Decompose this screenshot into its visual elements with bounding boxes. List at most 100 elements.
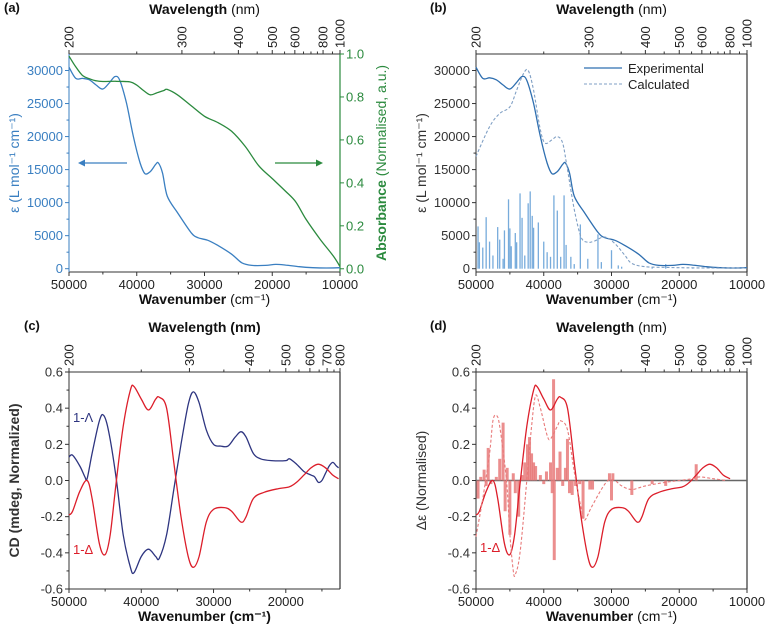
y-tick-label: 0.4 [452,401,470,416]
x2-tick-label: 200 [62,26,77,48]
rotatory-strength-bar [591,480,595,490]
x2-tick-label: 400 [638,26,653,48]
rotatory-strength-bar [513,480,517,494]
x2-tick-label: 1000 [740,337,755,366]
x2-tick-label: 1000 [740,19,755,48]
rotatory-strength-bar [607,473,611,481]
y-tick-label: 15000 [434,162,470,177]
y-axis-title: Δε (Normalised) [413,431,429,531]
y-tick-label: -0.2 [448,509,470,524]
x2-tick-label: 700 [320,344,335,366]
x-tick-label: 50000 [458,277,494,292]
x2-tick-label: 200 [62,344,77,366]
rotatory-strength-bar [561,480,565,486]
x-tick-label: 20000 [254,277,290,292]
rotatory-strength-bar [528,437,532,481]
rotatory-strength-bar [538,475,542,481]
x-axis-title: Wavenumber (cm⁻¹) [546,291,677,307]
x2-tick-label: 500 [672,26,687,48]
y2-tick-label: 0.2 [346,218,364,233]
x-tick-label: 20000 [268,594,304,609]
x2-tick-label: 300 [581,26,596,48]
x2-axis-title-unit: (nm) [634,1,667,17]
rotatory-strength-bar [558,451,562,481]
rotatory-strength-bar [550,480,554,494]
rotatory-strength-bar [563,467,567,481]
y2-tick-label: 0.0 [346,261,364,276]
x-tick-label: 30000 [186,277,222,292]
x2-tick-label: 500 [672,344,687,366]
arrow-right-head-icon [316,159,323,167]
y2-tick-label: 0.8 [346,89,364,104]
y-tick-label: 0.2 [452,437,470,452]
rotatory-strength-bar [484,480,488,486]
x-axis-title: Wavenumber (cm⁻¹) [139,291,270,307]
x-tick-label: 30000 [593,277,629,292]
x-tick-label: 30000 [593,594,629,609]
y-axis-title: ε (L mol⁻¹ cm⁻¹) [413,113,429,213]
y-tick-label: 20000 [27,129,63,144]
legend-label-experimental: Experimental [628,61,704,76]
y-tick-label: 0.6 [45,365,63,380]
y-tick-label: 25000 [27,96,63,111]
rotatory-strength-bar [664,480,668,486]
x-axis-title-main: Wavenumber [546,608,634,624]
y-tick-label: 0.4 [45,401,63,416]
series-line-Calculated [475,68,748,269]
rotatory-strength-bar [574,480,578,486]
legend-label-calculated: Calculated [628,77,689,92]
y2-tick-label: 1.0 [346,47,364,62]
rotatory-strength-bar [479,476,483,481]
y2-axis-title-main: Absorbance [373,180,389,261]
x-tick-label: 40000 [119,277,155,292]
series-line-1 [68,391,339,575]
rotatory-strength-bar [630,480,634,495]
y-tick-label: -0.2 [41,509,63,524]
y-tick-label: 0.0 [452,473,470,488]
rotatory-strength-bar [482,469,486,481]
series-line-eps [68,66,341,269]
x-tick-label: 50000 [458,594,494,609]
rotatory-strength-bar [511,473,515,481]
series-line-abs [68,55,341,267]
series-label-delta: 1-Δ [480,540,501,555]
x-tick-label: 20000 [661,277,697,292]
rotatory-strength-bar [508,480,512,535]
y-tick-label: 5000 [441,228,470,243]
x-tick-label: 40000 [526,277,562,292]
rotatory-strength-bar [650,480,654,485]
x-axis-title-main: Wavenumber (cm⁻¹) [138,608,271,624]
y-tick-label: 10000 [27,195,63,210]
y-axis-title: ε (L mol⁻¹ cm⁻¹) [6,113,22,213]
y-tick-label: 0 [56,261,63,276]
x-axis-title-main: Wavenumber [546,291,634,307]
x-tick-label: 20000 [661,594,697,609]
x2-axis-title: Wavelength (nm) [556,319,667,335]
y-tick-label: 0.0 [45,473,63,488]
rotatory-strength-bar [544,471,548,481]
rotatory-strength-bar [581,480,585,519]
x-tick-label: 50000 [51,594,87,609]
y-tick-label: 20000 [434,129,470,144]
x2-tick-label: 400 [231,26,246,48]
x-axis-title: Wavenumber (cm⁻¹) [546,608,677,624]
x2-tick-label: 200 [469,26,484,48]
x-tick-label: 40000 [123,594,159,609]
y-tick-label: 0.2 [45,437,63,452]
y-tick-label: 30000 [27,63,63,78]
y-tick-label: -0.4 [448,545,470,560]
y-tick-label: 5000 [34,228,63,243]
x2-tick-label: 1000 [333,19,348,48]
rotatory-strength-bar [588,480,592,490]
rotatory-strength-bar [611,473,615,481]
x2-tick-label: 300 [581,344,596,366]
series-label-delta: 1-Δ [73,542,94,557]
x-tick-label: 10000 [729,594,765,609]
rotatory-strength-bar [498,458,502,481]
x2-axis-title: Wavelength (nm) [556,1,667,17]
x-tick-label: 30000 [195,594,231,609]
